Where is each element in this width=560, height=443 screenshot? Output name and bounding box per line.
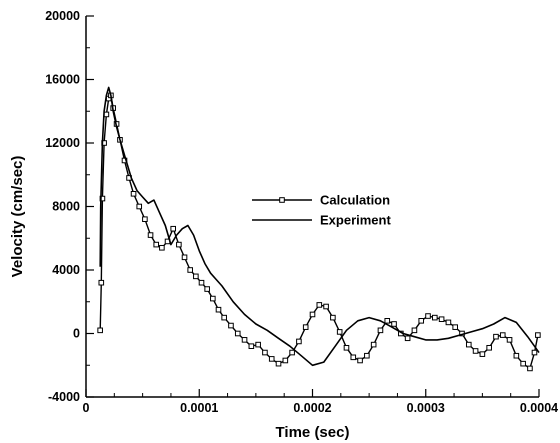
data-point-marker [506, 337, 513, 343]
data-point-marker [275, 360, 282, 367]
data-point-marker [384, 318, 391, 324]
series-line-calculation [99, 94, 539, 370]
y-tick-label: -4000 [48, 390, 80, 404]
data-point-marker [193, 273, 199, 280]
data-point-marker [170, 225, 177, 232]
data-point-marker [302, 324, 309, 330]
series-layer [97, 86, 541, 372]
data-point-marker [499, 332, 506, 338]
data-point-marker [418, 318, 425, 324]
data-point-marker [147, 232, 154, 238]
data-point-marker [296, 338, 302, 345]
data-point-marker [176, 241, 182, 248]
data-point-marker [465, 341, 472, 348]
legend: Calculation Experiment [252, 193, 391, 228]
data-point-marker [215, 306, 222, 313]
data-point-marker [513, 352, 520, 359]
data-point-marker [289, 349, 295, 356]
x-tick-label: 0.0001 [180, 401, 218, 415]
data-point-marker [535, 332, 541, 338]
data-point-marker [472, 348, 479, 354]
data-point-marker [159, 244, 165, 251]
data-point-marker [364, 352, 370, 359]
data-point-marker [210, 295, 216, 302]
x-axis-title: Time (sec) [276, 424, 350, 441]
data-point-marker [531, 349, 538, 356]
data-point-marker [370, 341, 377, 348]
data-point-marker [130, 191, 137, 197]
x-tick-label: 0 [83, 401, 90, 415]
data-point-marker [316, 302, 323, 308]
data-point-marker [234, 330, 241, 337]
y-tick-label: 0 [73, 327, 80, 341]
legend-entry-calculation: Calculation [252, 193, 390, 208]
data-point-marker [221, 314, 227, 321]
data-point-marker [268, 356, 275, 362]
y-axis-title: Velocity (cm/sec) [9, 156, 26, 278]
data-point-marker [486, 344, 492, 351]
y-tick-label: 8000 [52, 200, 80, 214]
data-point-marker [262, 349, 268, 356]
data-point-marker [357, 357, 363, 364]
data-point-marker [527, 365, 533, 372]
legend-entry-experiment: Experiment [252, 213, 391, 228]
x-tick-label: 0.0002 [293, 401, 331, 415]
x-tick-label: 0.0003 [407, 401, 445, 415]
legend-label: Calculation [320, 193, 390, 208]
data-point-marker [377, 327, 384, 334]
data-point-marker [181, 254, 188, 261]
legend-label: Experiment [320, 213, 391, 228]
data-point-marker [336, 329, 343, 335]
data-point-marker [411, 327, 418, 334]
data-point-marker [142, 216, 148, 222]
data-point-marker [136, 203, 143, 210]
data-point-marker [330, 314, 336, 321]
y-tick-label: 4000 [52, 263, 80, 277]
data-point-marker [493, 333, 499, 340]
data-point-marker [479, 351, 486, 357]
y-tick-label: 12000 [45, 136, 80, 150]
data-point-marker [255, 341, 261, 348]
data-point-marker [241, 337, 248, 343]
data-point-marker [187, 267, 193, 273]
data-point-marker [198, 279, 205, 286]
data-point-marker [452, 324, 458, 330]
legend-marker-sample [279, 197, 285, 203]
data-point-marker [98, 279, 105, 286]
data-point-marker [228, 322, 234, 329]
data-point-marker [350, 354, 357, 361]
data-point-marker [438, 316, 445, 323]
data-point-marker [282, 357, 289, 364]
data-point-marker [520, 360, 526, 367]
data-point-marker [343, 344, 350, 351]
data-point-marker [404, 335, 411, 342]
series-experiment [99, 86, 540, 367]
data-point-marker [97, 327, 103, 334]
data-point-marker [204, 286, 210, 292]
data-point-marker [445, 319, 452, 326]
data-point-marker [153, 241, 160, 248]
x-tick-label: 0.0004 [520, 401, 558, 415]
y-tick-label: 20000 [45, 9, 80, 23]
series-calculation [97, 92, 541, 372]
series-line-experiment [99, 86, 540, 367]
data-point-marker [323, 303, 329, 310]
data-point-marker [309, 311, 316, 318]
y-tick-label: 16000 [45, 73, 80, 87]
data-point-marker [391, 321, 397, 327]
data-point-marker [248, 343, 255, 349]
data-point-marker [432, 314, 438, 321]
data-point-marker [425, 313, 431, 319]
